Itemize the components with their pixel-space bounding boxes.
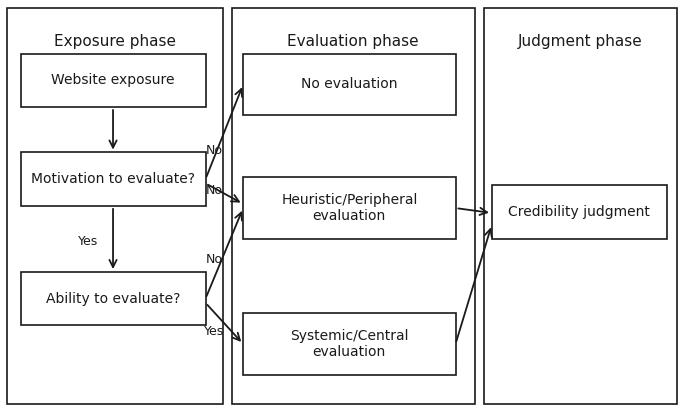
- FancyBboxPatch shape: [232, 8, 475, 404]
- Text: Heuristic/Peripheral
evaluation: Heuristic/Peripheral evaluation: [281, 193, 418, 223]
- Text: Evaluation phase: Evaluation phase: [287, 34, 419, 49]
- FancyBboxPatch shape: [243, 313, 456, 375]
- FancyBboxPatch shape: [492, 185, 667, 239]
- Text: Yes: Yes: [77, 234, 98, 248]
- Text: Ability to evaluate?: Ability to evaluate?: [46, 292, 180, 306]
- Text: Yes: Yes: [204, 325, 225, 338]
- Text: No evaluation: No evaluation: [301, 77, 397, 91]
- FancyBboxPatch shape: [21, 272, 206, 325]
- FancyBboxPatch shape: [484, 8, 677, 404]
- Text: No: No: [206, 253, 223, 266]
- Text: Exposure phase: Exposure phase: [53, 34, 176, 49]
- FancyBboxPatch shape: [243, 54, 456, 115]
- Text: No: No: [206, 184, 223, 197]
- FancyBboxPatch shape: [7, 8, 223, 404]
- Text: Credibility judgment: Credibility judgment: [508, 205, 650, 219]
- Text: Systemic/Central
evaluation: Systemic/Central evaluation: [290, 329, 408, 359]
- Text: Website exposure: Website exposure: [51, 73, 175, 87]
- Text: No: No: [206, 144, 223, 157]
- FancyBboxPatch shape: [21, 54, 206, 107]
- FancyBboxPatch shape: [243, 177, 456, 239]
- FancyBboxPatch shape: [21, 152, 206, 206]
- Text: Motivation to evaluate?: Motivation to evaluate?: [31, 172, 195, 186]
- Text: Judgment phase: Judgment phase: [518, 34, 643, 49]
